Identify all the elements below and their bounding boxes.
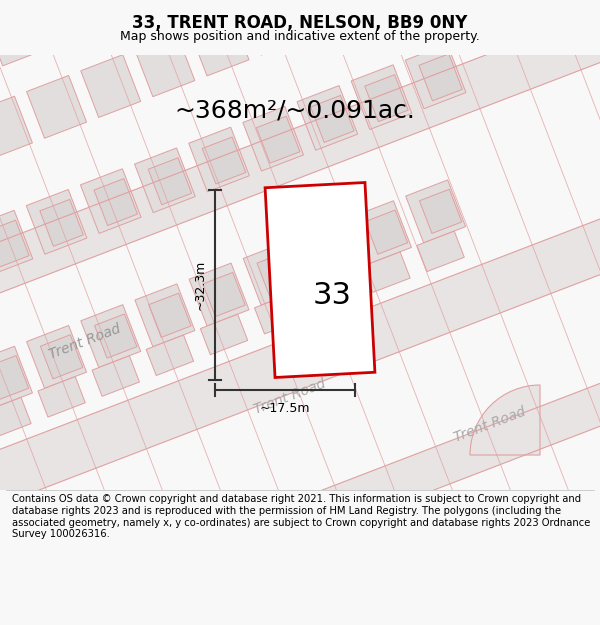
Polygon shape bbox=[419, 54, 463, 101]
Polygon shape bbox=[26, 326, 86, 388]
Polygon shape bbox=[135, 34, 195, 97]
Polygon shape bbox=[308, 272, 356, 313]
Text: 33: 33 bbox=[313, 281, 352, 309]
Text: ~368m²/~0.091ac.: ~368m²/~0.091ac. bbox=[175, 98, 415, 122]
Polygon shape bbox=[37, 0, 96, 45]
Polygon shape bbox=[254, 294, 302, 334]
Polygon shape bbox=[189, 263, 249, 326]
Text: Map shows position and indicative extent of the property.: Map shows position and indicative extent… bbox=[120, 30, 480, 43]
Polygon shape bbox=[0, 220, 29, 267]
Polygon shape bbox=[40, 199, 83, 246]
Polygon shape bbox=[26, 189, 87, 254]
Text: 33, TRENT ROAD, NELSON, BB9 0NY: 33, TRENT ROAD, NELSON, BB9 0NY bbox=[133, 14, 467, 32]
Polygon shape bbox=[311, 231, 353, 275]
Text: Trent Road: Trent Road bbox=[47, 322, 123, 362]
Polygon shape bbox=[417, 231, 464, 272]
Polygon shape bbox=[135, 284, 195, 347]
Polygon shape bbox=[94, 179, 137, 226]
Polygon shape bbox=[352, 0, 412, 14]
Polygon shape bbox=[0, 346, 32, 409]
Polygon shape bbox=[0, 210, 33, 275]
Polygon shape bbox=[256, 116, 300, 163]
Polygon shape bbox=[243, 0, 303, 55]
Polygon shape bbox=[146, 335, 194, 376]
Polygon shape bbox=[298, 0, 357, 34]
Polygon shape bbox=[265, 182, 375, 378]
Polygon shape bbox=[26, 76, 86, 138]
Polygon shape bbox=[298, 221, 357, 284]
Polygon shape bbox=[149, 293, 191, 338]
Polygon shape bbox=[80, 169, 141, 233]
Polygon shape bbox=[189, 13, 249, 76]
Polygon shape bbox=[243, 106, 304, 171]
Polygon shape bbox=[311, 96, 354, 142]
Polygon shape bbox=[0, 356, 29, 400]
Polygon shape bbox=[406, 180, 466, 243]
Polygon shape bbox=[257, 252, 299, 296]
Polygon shape bbox=[104, 0, 147, 10]
Polygon shape bbox=[406, 44, 466, 109]
Polygon shape bbox=[40, 335, 83, 379]
Polygon shape bbox=[95, 314, 137, 358]
Text: ~17.5m: ~17.5m bbox=[260, 401, 310, 414]
Polygon shape bbox=[81, 54, 141, 118]
Text: Contains OS data © Crown copyright and database right 2021. This information is : Contains OS data © Crown copyright and d… bbox=[12, 494, 590, 539]
Polygon shape bbox=[91, 0, 150, 24]
Polygon shape bbox=[148, 158, 191, 205]
Polygon shape bbox=[0, 340, 600, 625]
Polygon shape bbox=[200, 314, 248, 355]
Polygon shape bbox=[419, 189, 462, 233]
Polygon shape bbox=[352, 201, 412, 264]
Polygon shape bbox=[365, 210, 407, 254]
Text: Trent Road: Trent Road bbox=[252, 377, 328, 417]
Polygon shape bbox=[351, 65, 412, 129]
Polygon shape bbox=[297, 86, 358, 150]
Polygon shape bbox=[0, 176, 600, 548]
Polygon shape bbox=[145, 0, 205, 4]
Polygon shape bbox=[203, 272, 245, 317]
Polygon shape bbox=[363, 252, 410, 292]
Polygon shape bbox=[134, 148, 195, 213]
Polygon shape bbox=[38, 377, 85, 417]
Polygon shape bbox=[202, 137, 246, 184]
Polygon shape bbox=[81, 304, 141, 368]
Polygon shape bbox=[0, 0, 42, 66]
Polygon shape bbox=[365, 74, 408, 122]
Polygon shape bbox=[0, 0, 600, 336]
Text: Trent Road: Trent Road bbox=[452, 405, 528, 445]
Wedge shape bbox=[470, 385, 540, 455]
Polygon shape bbox=[0, 4, 38, 52]
Polygon shape bbox=[189, 127, 250, 192]
Polygon shape bbox=[0, 96, 32, 159]
Polygon shape bbox=[92, 356, 139, 396]
Polygon shape bbox=[243, 242, 303, 305]
Text: ~32.3m: ~32.3m bbox=[193, 260, 206, 310]
Polygon shape bbox=[0, 398, 31, 438]
Polygon shape bbox=[50, 0, 93, 31]
